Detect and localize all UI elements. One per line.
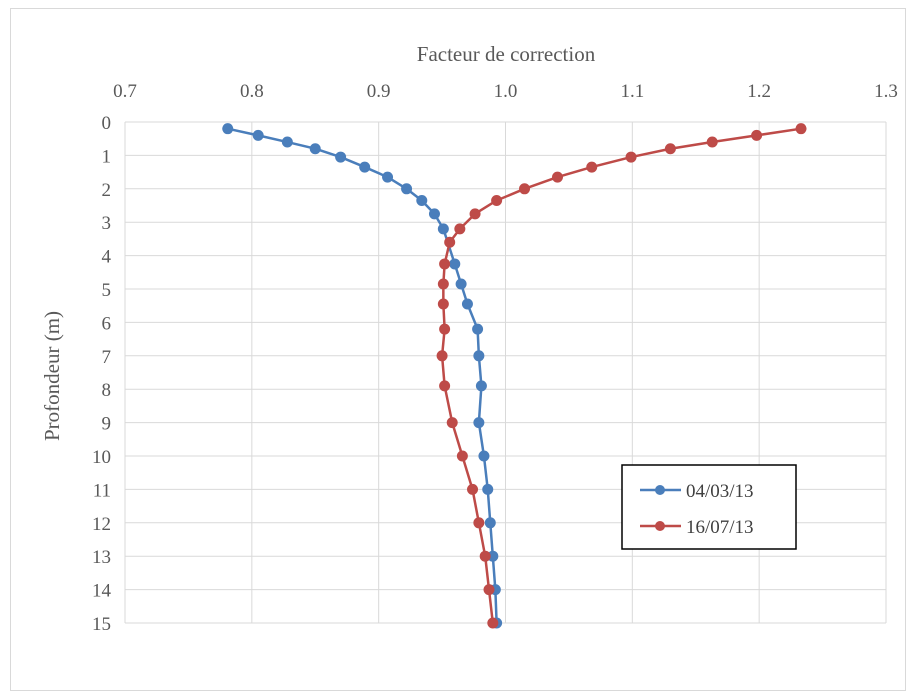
chart-area: Facteur de correction Profondeur (m) 0.7… <box>10 8 906 691</box>
data-point <box>467 483 479 495</box>
x-tick-label: 1.0 <box>494 81 518 102</box>
legend-marker <box>655 485 665 495</box>
data-point <box>439 380 451 392</box>
x-tick-label: 0.8 <box>240 81 264 102</box>
data-point <box>439 323 451 335</box>
data-point <box>449 258 461 270</box>
y-tick-label: 8 <box>102 380 112 401</box>
data-point <box>437 223 449 235</box>
data-point <box>473 417 485 429</box>
y-tick-label: 2 <box>102 180 112 201</box>
x-tick-label: 1.2 <box>747 81 771 102</box>
data-point <box>625 151 637 163</box>
data-point <box>436 350 448 362</box>
series-2 <box>436 123 807 629</box>
data-point <box>455 278 467 290</box>
data-point <box>222 123 234 135</box>
series-line <box>227 127 498 624</box>
data-point <box>437 298 449 310</box>
data-point <box>479 550 491 562</box>
x-tick-label: 1.3 <box>874 81 898 102</box>
legend-marker <box>655 521 665 531</box>
y-tick-label: 15 <box>92 614 111 635</box>
data-point <box>475 380 487 392</box>
y-tick-label: 3 <box>102 213 112 234</box>
data-point <box>473 517 485 529</box>
x-axis-title: Facteur de correction <box>417 42 596 66</box>
y-tick-label: 1 <box>102 146 112 167</box>
data-point <box>281 136 293 148</box>
y-tick-label: 11 <box>93 480 111 501</box>
x-axis-ticks: 0.7 0.8 0.9 1.0 1.1 1.2 1.3 <box>113 81 898 102</box>
data-point <box>382 171 394 183</box>
x-tick-label: 1.1 <box>620 81 644 102</box>
x-tick-label: 0.9 <box>367 81 391 102</box>
data-point <box>446 417 458 429</box>
data-point <box>491 194 503 206</box>
legend: 04/03/13 16/07/13 <box>621 464 797 550</box>
series-1 <box>222 123 503 629</box>
data-point <box>483 584 495 596</box>
data-point <box>416 194 428 206</box>
y-tick-label: 14 <box>92 581 112 602</box>
data-point <box>586 161 598 173</box>
y-tick-label: 7 <box>102 347 112 368</box>
data-point <box>472 323 484 335</box>
data-point <box>359 161 371 173</box>
data-point <box>428 208 440 220</box>
x-tick-label: 0.7 <box>113 81 137 102</box>
data-point <box>437 278 449 290</box>
y-tick-label: 5 <box>102 280 112 301</box>
data-point <box>469 208 481 220</box>
data-point <box>461 298 473 310</box>
y-tick-label: 10 <box>92 447 111 468</box>
data-point <box>456 450 468 462</box>
y-tick-label: 4 <box>102 247 112 268</box>
data-point <box>552 171 564 183</box>
data-point <box>444 236 456 248</box>
data-point <box>252 129 264 141</box>
y-axis-title: Profondeur (m) <box>40 311 64 441</box>
data-point <box>751 129 763 141</box>
data-point <box>706 136 718 148</box>
y-tick-label: 13 <box>92 547 111 568</box>
grid <box>124 121 887 624</box>
data-point <box>487 617 499 629</box>
data-point <box>473 350 485 362</box>
y-tick-label: 9 <box>102 414 112 435</box>
legend-label: 16/07/13 <box>686 517 754 538</box>
data-point <box>519 183 531 195</box>
data-point <box>401 183 413 195</box>
y-tick-label: 12 <box>92 514 111 535</box>
data-point <box>795 123 807 135</box>
data-point <box>664 143 676 155</box>
legend-item: 16/07/13 <box>640 517 754 538</box>
data-point <box>484 517 496 529</box>
legend-label: 04/03/13 <box>686 481 754 502</box>
y-tick-label: 0 <box>102 113 112 134</box>
data-point <box>482 483 494 495</box>
data-point <box>454 223 466 235</box>
data-point <box>335 151 347 163</box>
line-chart: Facteur de correction Profondeur (m) 0.7… <box>40 42 898 635</box>
legend-item: 04/03/13 <box>640 481 754 502</box>
data-point <box>309 143 321 155</box>
legend-box <box>621 464 797 550</box>
y-tick-label: 6 <box>102 313 112 334</box>
data-point <box>439 258 451 270</box>
series-lines <box>222 123 807 629</box>
data-point <box>478 450 490 462</box>
